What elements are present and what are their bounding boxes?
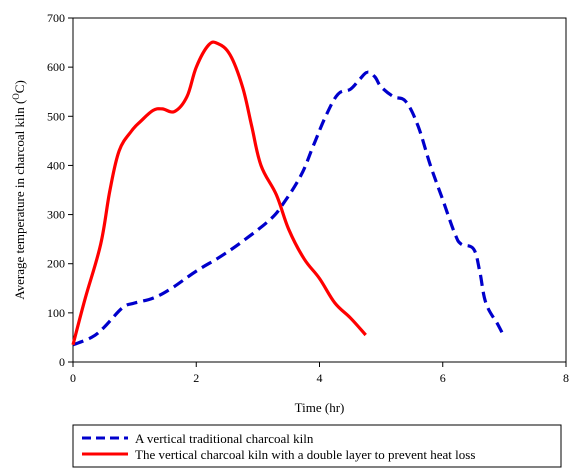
series-traditional-line <box>72 70 506 347</box>
y-tick-label: 200 <box>47 257 65 271</box>
y-tick-label: 400 <box>47 158 65 172</box>
y-axis-title-sup: O <box>11 93 21 100</box>
series-layer <box>71 40 506 347</box>
y-tick-label: 700 <box>47 11 65 25</box>
x-axis-ticks: 0 2 4 6 8 <box>70 362 569 385</box>
legend-box <box>72 424 562 468</box>
y-axis-title-suffix: C) <box>12 80 27 93</box>
x-tick-label: 6 <box>440 371 446 385</box>
y-tick-label: 300 <box>47 208 65 222</box>
x-axis-title: Time (hr) <box>295 400 345 415</box>
y-axis-ticks: 0 100 200 300 400 500 600 700 <box>47 11 73 369</box>
legend-label-traditional: A vertical traditional charcoal kiln <box>135 431 314 446</box>
plot-area <box>72 17 567 363</box>
x-tick-label: 2 <box>193 371 199 385</box>
y-tick-label: 0 <box>59 355 65 369</box>
x-tick-label: 4 <box>317 371 323 385</box>
x-tick-label: 8 <box>563 371 569 385</box>
plot-frame <box>72 17 567 363</box>
legend: A vertical traditional charcoal kiln The… <box>72 424 562 468</box>
y-tick-label: 100 <box>47 306 65 320</box>
x-tick-label: 0 <box>70 371 76 385</box>
y-tick-label: 500 <box>47 109 65 123</box>
y-axis-title-prefix: Average temperature in charcoal kiln ( <box>12 100 27 300</box>
y-axis-title: Average temperature in charcoal kiln (OC… <box>11 80 27 300</box>
y-tick-label: 600 <box>47 60 65 74</box>
series-double-layer-line <box>71 40 367 346</box>
legend-label-double-layer: The vertical charcoal kiln with a double… <box>135 447 475 462</box>
